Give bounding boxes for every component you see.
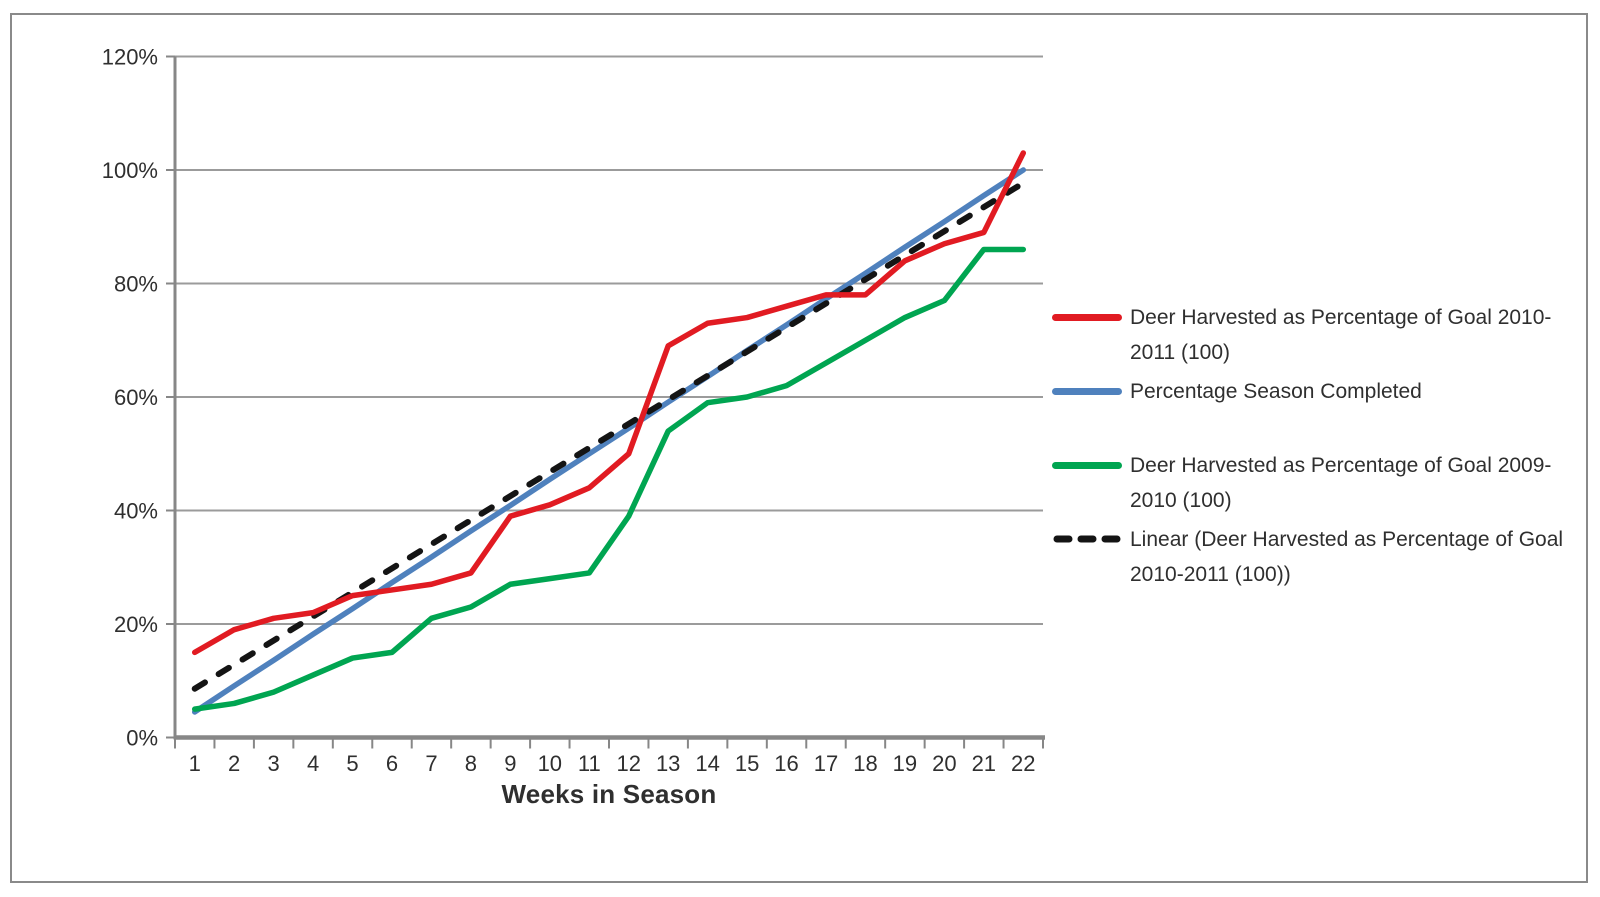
x-tick-label: 16 — [774, 751, 798, 776]
x-tick-label: 19 — [893, 751, 917, 776]
x-tick-label: 10 — [538, 751, 562, 776]
series-line-1 — [191, 167, 1027, 715]
x-tick-label: 21 — [972, 751, 996, 776]
x-tick-label: 17 — [814, 751, 838, 776]
x-tick-label: 11 — [578, 751, 601, 776]
x-tick-label: 18 — [853, 751, 877, 776]
x-tick-label: 22 — [1011, 751, 1035, 776]
y-tick-label: 80% — [114, 272, 158, 297]
y-tick-label: 40% — [114, 499, 158, 524]
x-tick-label: 5 — [346, 751, 358, 776]
x-tick-label: 9 — [504, 751, 516, 776]
chart-frame — [10, 13, 1588, 883]
x-tick-label: 7 — [425, 751, 437, 776]
x-tick-label: 4 — [307, 751, 319, 776]
x-tick-label: 20 — [932, 751, 956, 776]
y-tick-label: 60% — [114, 385, 158, 410]
y-tick-label: 100% — [102, 158, 158, 183]
series-line-3 — [191, 180, 1027, 692]
x-tick-label: 1 — [189, 751, 201, 776]
x-tick-label: 3 — [268, 751, 280, 776]
x-tick-label: 15 — [735, 751, 759, 776]
x-axis-title: Weeks in Season — [501, 779, 717, 809]
x-tick-label: 14 — [695, 751, 719, 776]
series-line-2 — [191, 246, 1027, 712]
x-tick-label: 6 — [386, 751, 398, 776]
y-tick-label: 120% — [102, 45, 158, 70]
x-tick-label: 2 — [228, 751, 240, 776]
x-tick-label: 8 — [465, 751, 477, 776]
y-tick-label: 20% — [114, 612, 158, 637]
x-tick-label: 12 — [616, 751, 640, 776]
x-tick-label: 13 — [656, 751, 680, 776]
series-line-0 — [191, 150, 1027, 656]
y-tick-label: 0% — [126, 726, 158, 751]
